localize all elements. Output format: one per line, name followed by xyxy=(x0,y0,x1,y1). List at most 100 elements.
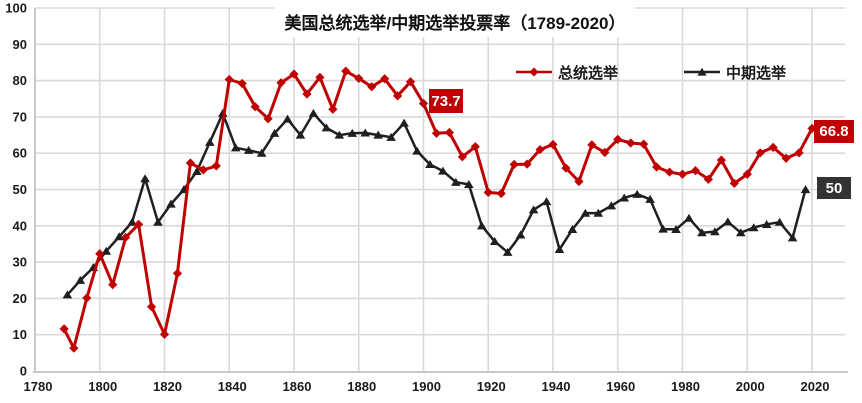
data-point-marker xyxy=(302,89,312,99)
data-point-marker xyxy=(101,246,112,255)
data-point-marker xyxy=(768,142,778,152)
data-point-marker xyxy=(574,176,584,187)
data-point-marker xyxy=(735,228,746,237)
data-point-marker xyxy=(451,177,461,186)
data-point-marker xyxy=(761,219,772,228)
data-point-marker xyxy=(509,159,519,170)
x-tick-label: 1880 xyxy=(347,379,376,394)
data-point-marker xyxy=(781,153,791,163)
y-tick-label: 20 xyxy=(13,291,27,306)
data-point-marker xyxy=(431,128,442,138)
data-point-marker xyxy=(476,221,487,230)
data-point-marker xyxy=(755,148,765,158)
legend-midterm-label: 中期选举 xyxy=(726,64,787,82)
data-point-marker xyxy=(593,208,604,217)
data-point-marker xyxy=(548,139,558,150)
data-point-marker xyxy=(561,163,571,173)
data-point-marker xyxy=(114,232,124,241)
x-tick-label: 2020 xyxy=(801,379,830,394)
midterm-series-marker-icon xyxy=(684,67,720,76)
data-point-marker xyxy=(360,128,371,137)
x-tick-label: 1820 xyxy=(153,379,182,394)
data-point-marker xyxy=(59,324,69,334)
chart-title-text: 美国总统选举/中期选举投票率（1789-2020） xyxy=(284,14,626,33)
data-point-marker xyxy=(354,73,364,84)
data-point-marker xyxy=(276,78,286,88)
data-point-marker xyxy=(457,152,467,162)
data-point-marker xyxy=(205,137,215,146)
data-point-marker xyxy=(347,128,358,137)
legend-presidential[interactable]: 总统选举 xyxy=(516,63,618,82)
data-point-marker xyxy=(600,147,610,158)
data-point-marker xyxy=(664,167,675,177)
data-point-marker xyxy=(250,102,260,112)
y-tick-label: 90 xyxy=(13,37,27,52)
data-point-marker xyxy=(127,217,137,226)
data-point-marker xyxy=(444,127,454,138)
data-point-marker xyxy=(166,199,176,208)
data-point-marker xyxy=(172,268,183,278)
x-tick-label: 1960 xyxy=(606,379,635,394)
data-point-marker xyxy=(723,217,733,226)
data-point-marker xyxy=(677,169,688,179)
data-point-marker xyxy=(373,130,383,139)
data-point-marker xyxy=(800,185,811,194)
legend-midterm[interactable]: 中期选举 xyxy=(684,63,787,82)
data-point-marker xyxy=(483,187,493,198)
data-point-marker xyxy=(393,91,403,101)
data-point-marker xyxy=(224,74,234,85)
y-tick-label: 80 xyxy=(13,73,27,88)
data-point-marker xyxy=(95,249,105,259)
data-point-marker xyxy=(121,232,131,243)
x-tick-label: 1920 xyxy=(477,379,506,394)
data-point-marker xyxy=(269,128,280,137)
x-tick-label: 1900 xyxy=(412,379,441,394)
legend-marker xyxy=(529,67,539,77)
data-point-marker xyxy=(515,230,526,239)
data-point-marker xyxy=(230,143,241,152)
data-point-marker xyxy=(140,174,150,183)
data-point-marker xyxy=(619,193,630,202)
series-line-midterm xyxy=(66,112,807,296)
y-tick-label: 30 xyxy=(13,255,27,270)
y-tick-label: 10 xyxy=(13,327,27,342)
data-point-marker xyxy=(567,225,578,234)
data-point-marker xyxy=(69,343,79,353)
data-point-marker xyxy=(315,72,325,82)
data-label-1900-presidential: 73.7 xyxy=(429,89,463,113)
data-point-marker xyxy=(554,244,565,253)
data-point-marker xyxy=(367,82,377,92)
x-tick-label: 1980 xyxy=(671,379,700,394)
data-point-marker xyxy=(380,74,390,84)
chart-title: 美国总统选举/中期选举投票率（1789-2020） xyxy=(274,6,636,37)
data-point-marker xyxy=(787,233,798,242)
data-point-marker xyxy=(658,224,668,233)
data-point-marker xyxy=(341,66,351,76)
data-point-marker xyxy=(645,194,655,203)
data-point-marker xyxy=(710,227,720,236)
data-point-marker xyxy=(237,78,247,89)
data-point-marker xyxy=(425,160,435,169)
data-point-marker xyxy=(528,205,539,214)
data-point-marker xyxy=(321,123,332,132)
y-tick-label: 70 xyxy=(13,109,27,124)
data-point-marker xyxy=(587,140,597,150)
data-point-marker xyxy=(185,158,195,168)
data-point-marker xyxy=(386,132,396,141)
data-point-marker xyxy=(146,302,157,312)
data-point-marker xyxy=(684,213,694,222)
data-point-marker xyxy=(626,138,636,148)
data-point-marker xyxy=(192,166,202,175)
data-point-marker xyxy=(774,217,785,226)
x-tick-label: 1860 xyxy=(283,379,312,394)
data-point-marker xyxy=(496,188,506,199)
y-tick-label: 40 xyxy=(13,218,27,233)
data-point-marker xyxy=(211,161,221,171)
x-tick-label: 2000 xyxy=(736,379,765,394)
data-label-2020-presidential: 66.8 xyxy=(814,120,854,143)
x-tick-label: 1780 xyxy=(24,379,53,394)
data-point-marker xyxy=(522,159,532,169)
data-point-marker xyxy=(794,148,804,158)
